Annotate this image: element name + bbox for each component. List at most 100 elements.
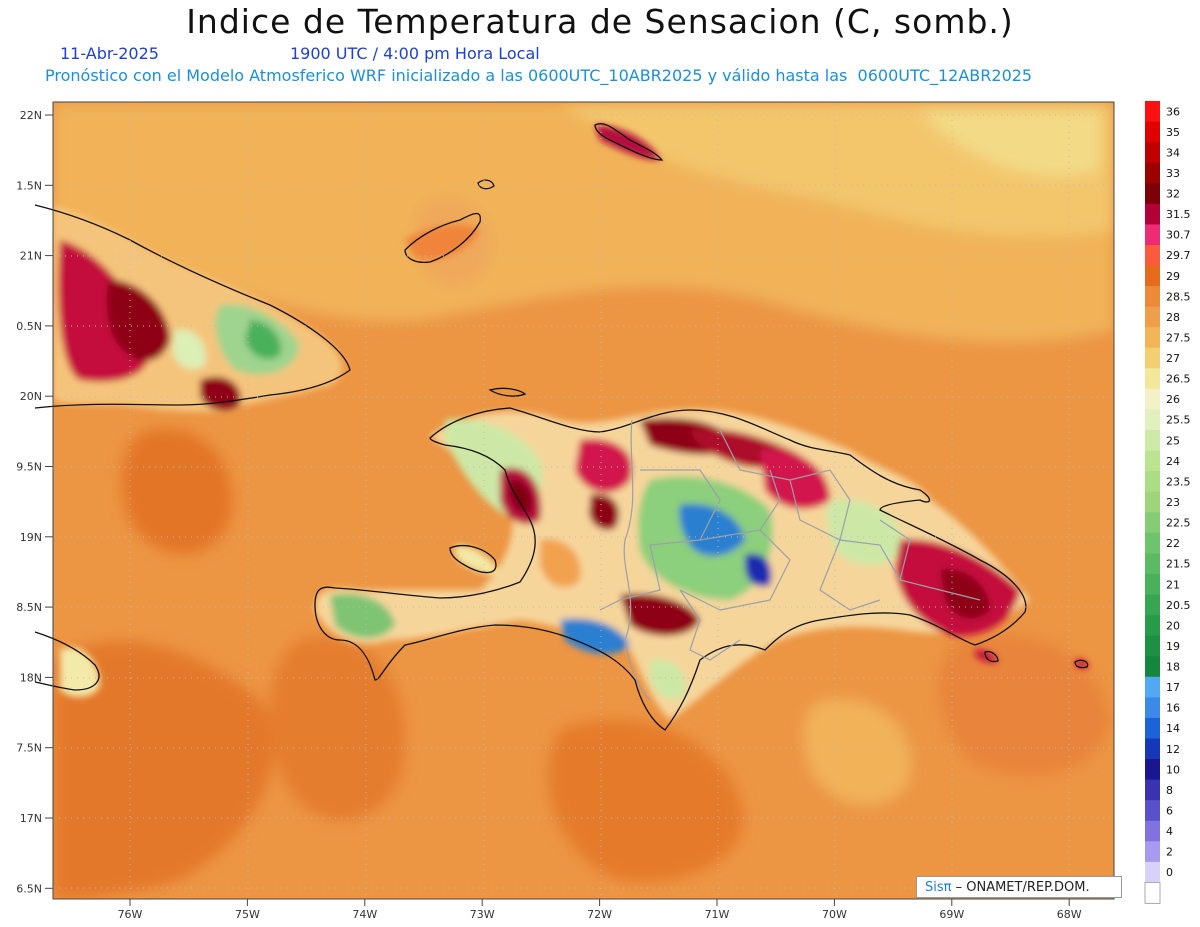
lat-label: 19N xyxy=(20,531,42,544)
credit-box: Sisπ – ONAMET/REP.DOM. xyxy=(916,876,1122,898)
legend-label: 21.5 xyxy=(1166,558,1191,571)
time-label: 1900 UTC / 4:00 pm Hora Local xyxy=(290,44,540,63)
legend-label: 32 xyxy=(1166,188,1180,201)
lon-label: 76W xyxy=(118,908,143,921)
chart-title: Indice de Temperatura de Sensacion (C, s… xyxy=(186,2,1014,41)
legend-swatch xyxy=(1145,142,1160,164)
legend-swatch xyxy=(1145,553,1160,575)
lat-label: 20N xyxy=(20,390,42,403)
legend-label: 25 xyxy=(1166,434,1180,447)
legend-swatch xyxy=(1145,347,1160,369)
legend-swatch xyxy=(1145,594,1160,616)
lat-label: 22N xyxy=(20,109,42,122)
legend-swatch xyxy=(1145,388,1160,410)
legend-swatch xyxy=(1145,841,1160,863)
legend-label: 21 xyxy=(1166,578,1180,591)
lon-label: 71W xyxy=(705,908,730,921)
lat-label: 0.5N xyxy=(16,320,42,333)
legend-swatch xyxy=(1145,779,1160,801)
lon-label: 70W xyxy=(822,908,847,921)
legend-label: 6 xyxy=(1166,804,1173,817)
legend-swatch xyxy=(1145,573,1160,595)
legend-label: 23 xyxy=(1166,496,1180,509)
legend-label: 36 xyxy=(1166,105,1180,118)
legend-swatch xyxy=(1144,881,1161,904)
lon-label: 69W xyxy=(939,908,964,921)
legend-swatch xyxy=(1145,286,1160,308)
legend-swatch xyxy=(1145,861,1160,883)
legend-swatch xyxy=(1145,224,1160,246)
date-label: 11-Abr-2025 xyxy=(60,44,159,63)
legend-label: 26.5 xyxy=(1166,373,1191,386)
lat-label: 6.5N xyxy=(16,882,42,895)
legend-label: 20 xyxy=(1166,619,1180,632)
legend-label: 22 xyxy=(1166,537,1180,550)
legend-swatch xyxy=(1145,101,1160,122)
legend-label: 24 xyxy=(1166,455,1180,468)
legend-swatch xyxy=(1145,615,1160,637)
legend-label: 12 xyxy=(1166,743,1180,756)
lat-label: 9.5N xyxy=(16,461,42,474)
legend-label: 2 xyxy=(1166,846,1173,859)
map-frame xyxy=(52,101,1115,900)
legend-label: 10 xyxy=(1166,763,1180,776)
legend-swatch xyxy=(1145,676,1160,698)
legend-label: 33 xyxy=(1166,167,1180,180)
legend-swatch xyxy=(1145,121,1160,143)
legend-swatch xyxy=(1145,409,1160,431)
lon-label: 68W xyxy=(1057,908,1082,921)
legend-label: 0 xyxy=(1166,866,1173,879)
lat-label: 1.5N xyxy=(16,179,42,192)
legend-label: 27 xyxy=(1166,352,1180,365)
legend-label: 29 xyxy=(1166,270,1180,283)
legend-swatch xyxy=(1145,635,1160,657)
legend-swatch xyxy=(1145,162,1160,184)
lat-label: 18N xyxy=(20,671,42,684)
legend-swatch xyxy=(1145,697,1160,719)
axis-labels: 22N 1.5N 21N 0.5N 20N 9.5N 19N 8.5N 18N 7.5N 17N 6.… xyxy=(16,109,1081,921)
legend-swatch xyxy=(1145,491,1160,513)
legend-swatch xyxy=(1145,306,1160,328)
coastlines xyxy=(34,123,1089,731)
legend-swatch xyxy=(1145,203,1160,225)
legend-label: 23.5 xyxy=(1166,475,1191,488)
lon-label: 73W xyxy=(470,908,495,921)
lon-label: 72W xyxy=(587,908,612,921)
legend-swatch xyxy=(1145,244,1160,266)
sispi-logo: Sisπ xyxy=(925,880,952,895)
graticule xyxy=(53,102,1114,899)
temperature-field xyxy=(53,102,1114,899)
legend-label: 20.5 xyxy=(1166,599,1191,612)
legend-label: 22.5 xyxy=(1166,517,1191,530)
legend-label: 28 xyxy=(1166,311,1180,324)
legend-swatch xyxy=(1145,656,1160,678)
lon-label: 75W xyxy=(235,908,260,921)
legend-label: 16 xyxy=(1166,702,1180,715)
legend-label: 31.5 xyxy=(1166,208,1191,221)
legend-swatch xyxy=(1145,430,1160,451)
legend-label: 34 xyxy=(1166,146,1180,159)
legend-swatch xyxy=(1145,800,1160,822)
legend-label: 28.5 xyxy=(1166,290,1191,303)
legend-swatch xyxy=(1145,265,1160,287)
legend-label: 18 xyxy=(1166,661,1180,674)
lat-label: 17N xyxy=(20,812,42,825)
lon-label: 74W xyxy=(352,908,377,921)
legend-swatch xyxy=(1145,820,1160,842)
legend-label: 17 xyxy=(1166,681,1180,694)
legend-swatch xyxy=(1145,450,1160,472)
lat-label: 8.5N xyxy=(16,601,42,614)
lat-label: 21N xyxy=(20,250,42,263)
model-label: Pronóstico con el Modelo Atmosferico WRF… xyxy=(45,66,1033,85)
legend-label: 19 xyxy=(1166,640,1180,653)
legend-swatch xyxy=(1145,183,1160,205)
legend-swatch xyxy=(1145,471,1160,493)
legend-swatch xyxy=(1145,512,1160,534)
province-borders xyxy=(599,419,981,701)
legend-swatch xyxy=(1145,759,1160,781)
legend-label: 27.5 xyxy=(1166,331,1191,344)
credit-text: – ONAMET/REP.DOM. xyxy=(955,880,1090,895)
legend-label: 14 xyxy=(1166,722,1180,735)
legend-swatch xyxy=(1145,327,1160,349)
